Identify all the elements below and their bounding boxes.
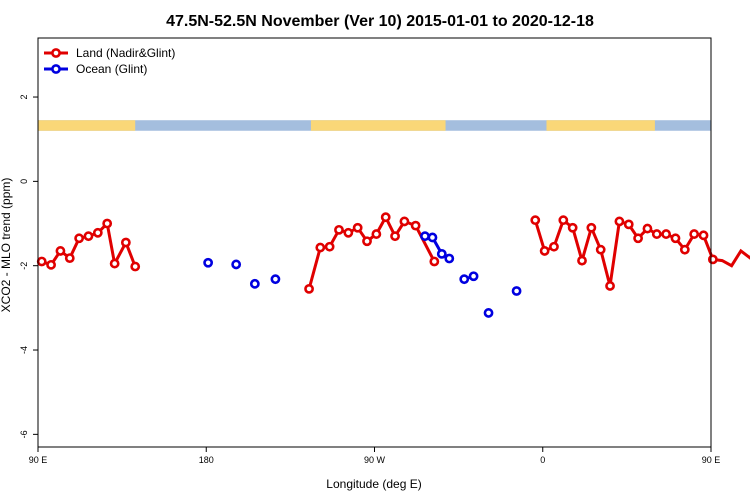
data-point bbox=[530, 215, 541, 226]
legend-entry: Ocean (Glint) bbox=[76, 62, 147, 76]
x-tick-label: 90 W bbox=[364, 455, 386, 465]
data-point bbox=[642, 223, 653, 234]
series-layer bbox=[36, 212, 750, 318]
data-point bbox=[577, 255, 587, 266]
y-tick-label: -6 bbox=[19, 430, 29, 438]
legend: Land (Nadir&Glint) Ocean (Glint) bbox=[44, 46, 175, 76]
y-tick-label: 0 bbox=[19, 179, 29, 184]
data-point bbox=[270, 274, 281, 285]
data-point bbox=[420, 231, 430, 242]
data-point bbox=[390, 231, 400, 242]
x-tick-label: 0 bbox=[540, 455, 545, 465]
data-point bbox=[468, 271, 479, 282]
data-point bbox=[109, 258, 120, 269]
data-point bbox=[689, 229, 700, 239]
data-point bbox=[362, 236, 372, 247]
data-point bbox=[483, 308, 494, 318]
data-point bbox=[55, 246, 66, 256]
data-point bbox=[74, 233, 85, 244]
data-point bbox=[46, 259, 56, 270]
data-point bbox=[315, 242, 326, 253]
data-point bbox=[549, 241, 559, 252]
land-band bbox=[546, 120, 655, 131]
data-point bbox=[343, 227, 354, 238]
data-point bbox=[304, 283, 314, 294]
data-point bbox=[120, 237, 131, 248]
data-point bbox=[586, 222, 597, 233]
series-land bbox=[36, 212, 750, 294]
data-point bbox=[427, 232, 438, 243]
legend-marker bbox=[51, 64, 61, 74]
y-axis-label: XCO2 - MLO trend (ppm) bbox=[0, 178, 13, 313]
data-point bbox=[352, 222, 363, 233]
data-point bbox=[698, 230, 709, 241]
x-tick-label: 180 bbox=[199, 455, 214, 465]
data-point bbox=[511, 286, 522, 296]
legend-marker bbox=[51, 48, 61, 58]
axes: 90 E 180 90 W 0 90 E 2 0 -2 -4 -6 bbox=[19, 95, 720, 465]
data-point bbox=[231, 259, 242, 270]
data-point bbox=[679, 244, 690, 255]
data-point bbox=[670, 233, 681, 244]
data-point bbox=[459, 274, 470, 285]
y-tick-label: -4 bbox=[19, 346, 29, 354]
y-tick-label: 2 bbox=[19, 95, 29, 100]
land-ocean-strip bbox=[38, 120, 711, 131]
data-point bbox=[436, 248, 447, 259]
land-band bbox=[38, 120, 136, 131]
data-point bbox=[249, 278, 260, 289]
data-point bbox=[334, 224, 344, 235]
data-point bbox=[567, 222, 578, 233]
data-point bbox=[399, 216, 410, 227]
data-point bbox=[429, 256, 440, 267]
data-point bbox=[605, 281, 615, 291]
series-line bbox=[533, 217, 750, 287]
data-point bbox=[444, 253, 455, 264]
series-line bbox=[41, 220, 137, 269]
data-point bbox=[102, 218, 113, 229]
legend-entry: Land (Nadir&Glint) bbox=[76, 46, 175, 60]
x-tick-label: 90 E bbox=[702, 455, 721, 465]
land-band bbox=[310, 120, 446, 131]
x-tick-label: 90 E bbox=[29, 455, 48, 465]
data-point bbox=[83, 231, 94, 242]
data-point bbox=[539, 246, 550, 256]
series-ocean bbox=[203, 231, 522, 318]
data-point bbox=[92, 227, 103, 238]
data-point bbox=[64, 253, 75, 264]
data-point bbox=[380, 212, 391, 223]
data-point bbox=[410, 220, 421, 231]
data-point bbox=[651, 229, 662, 239]
data-point bbox=[614, 216, 625, 227]
data-point bbox=[623, 219, 634, 230]
data-point bbox=[633, 233, 643, 244]
data-point bbox=[661, 229, 672, 239]
data-point bbox=[371, 229, 382, 239]
x-axis-label: Longitude (deg E) bbox=[326, 477, 421, 491]
data-point bbox=[36, 256, 47, 267]
data-point bbox=[203, 257, 214, 268]
plot-frame bbox=[37, 37, 712, 448]
data-point bbox=[707, 254, 718, 265]
data-point bbox=[595, 244, 606, 255]
y-tick-label: -2 bbox=[19, 262, 29, 270]
chart-title: 47.5N-52.5N November (Ver 10) 2015-01-01… bbox=[166, 13, 594, 30]
data-point bbox=[130, 261, 141, 272]
data-point bbox=[324, 241, 335, 252]
data-point bbox=[558, 215, 569, 226]
